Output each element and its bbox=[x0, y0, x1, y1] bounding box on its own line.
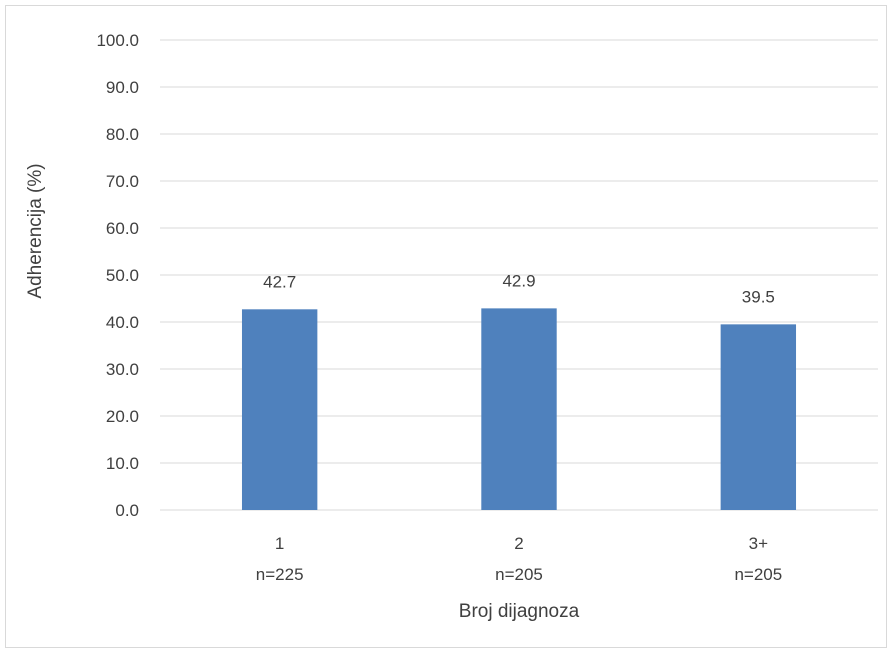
y-tick-label: 60.0 bbox=[106, 219, 139, 238]
x-tick-label: 2 bbox=[514, 534, 523, 553]
data-label: 39.5 bbox=[742, 287, 775, 306]
bars bbox=[241, 308, 797, 510]
data-labels: 42.7 42.9 39.5 bbox=[263, 271, 775, 306]
y-tick-label: 100.0 bbox=[96, 31, 139, 50]
y-tick-label: 90.0 bbox=[106, 78, 139, 97]
y-tick-label: 10.0 bbox=[106, 454, 139, 473]
y-tick-labels: 0.0 10.0 20.0 30.0 40.0 50.0 60.0 70.0 80.0 90.0 1… bbox=[96, 31, 139, 520]
y-tick-label: 80.0 bbox=[106, 125, 139, 144]
y-tick-label: 70.0 bbox=[106, 172, 139, 191]
y-tick-label: 40.0 bbox=[106, 313, 139, 332]
x-tick-label: 1 bbox=[275, 534, 284, 553]
bar bbox=[241, 309, 318, 510]
y-axis-title: Adherencija (%) bbox=[25, 163, 46, 298]
data-label: 42.7 bbox=[263, 272, 296, 291]
y-tick-label: 20.0 bbox=[106, 407, 139, 426]
bar bbox=[720, 324, 797, 510]
y-tick-label: 0.0 bbox=[115, 501, 139, 520]
x-tick-sublabel: n=225 bbox=[256, 565, 304, 584]
x-tick-labels: 1 n=225 2 n=205 3+ n=205 bbox=[256, 534, 782, 584]
x-tick-label: 3+ bbox=[749, 534, 768, 553]
x-tick-sublabel: n=205 bbox=[495, 565, 543, 584]
y-tick-label: 30.0 bbox=[106, 360, 139, 379]
bar bbox=[481, 308, 557, 510]
y-tick-label: 50.0 bbox=[106, 266, 139, 285]
data-label: 42.9 bbox=[502, 271, 535, 290]
x-tick-sublabel: n=205 bbox=[734, 565, 782, 584]
x-axis-title: Broj dijagnoza bbox=[459, 601, 580, 622]
